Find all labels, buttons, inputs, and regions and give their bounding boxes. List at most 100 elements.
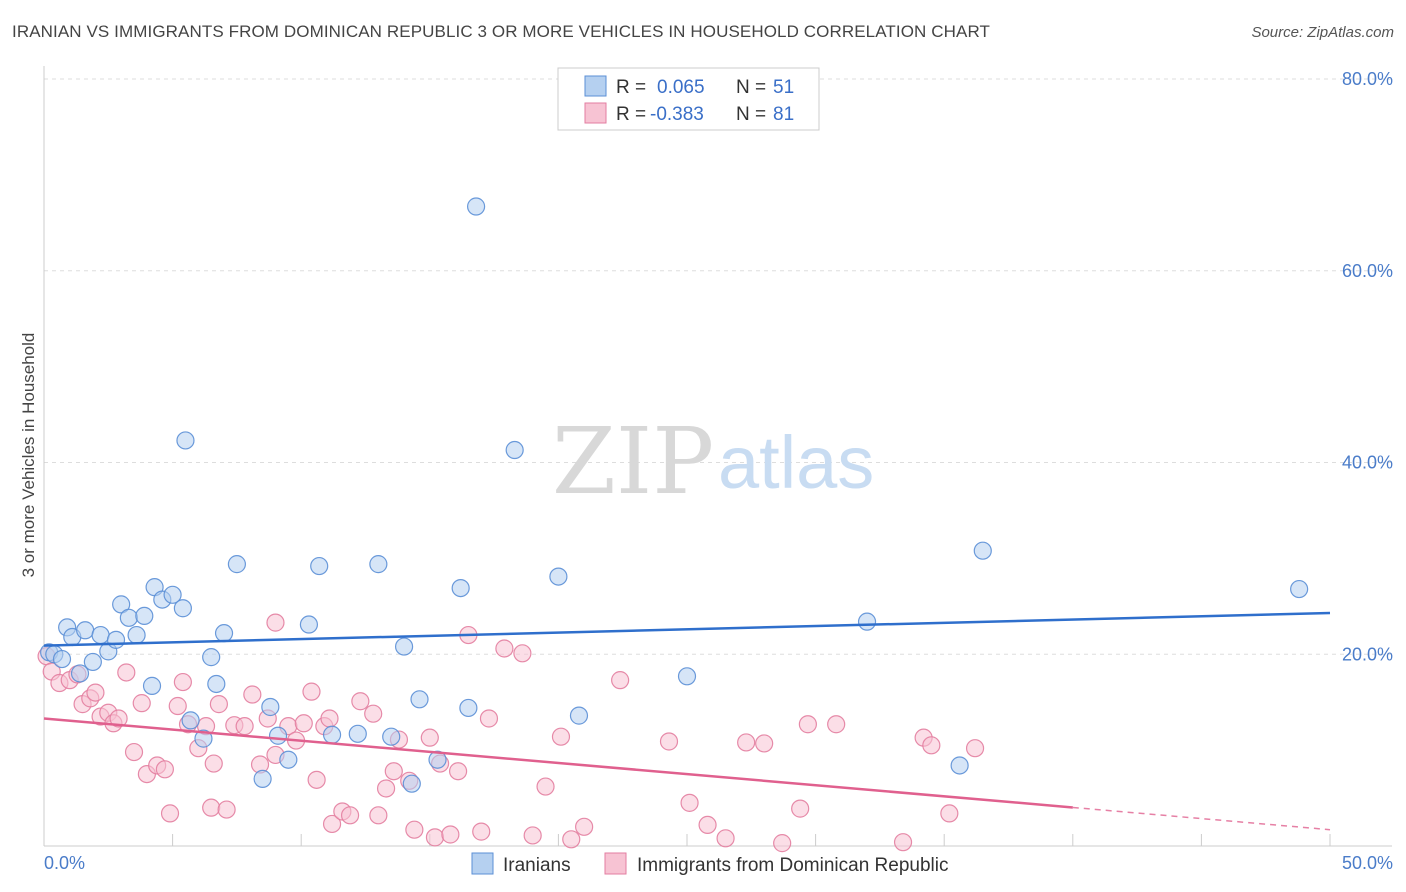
- iranians-point-22: [194, 729, 213, 748]
- iranians-point-38: [402, 774, 421, 793]
- legend-r-value-dominican: -0.383: [650, 104, 704, 125]
- dominican-point-42: [322, 814, 342, 834]
- dominican-point-30: [243, 685, 262, 704]
- dominican-point-78: [827, 715, 846, 734]
- legend-r-label-dominican: R =: [616, 104, 646, 125]
- legend-n-value-dominican: 81: [773, 104, 794, 125]
- watermark: ZIP atlas: [552, 408, 874, 515]
- dominican-point-46: [364, 704, 383, 723]
- dominican-point-79: [893, 833, 913, 852]
- dominican-point-19: [168, 696, 187, 716]
- iranians-point-20: [176, 431, 195, 450]
- iranians-point-36: [382, 727, 401, 746]
- gridlines: [44, 78, 1392, 655]
- dominican-point-56: [441, 825, 460, 844]
- dominican-point-70: [680, 793, 699, 812]
- dominican-point-63: [523, 826, 542, 845]
- x-tick-marks: [172, 834, 1331, 846]
- x-tick-label-max: 50.0%: [1342, 853, 1393, 873]
- iranians-point-2: [52, 649, 72, 669]
- source-label: Source: ZipAtlas.com: [1251, 24, 1394, 41]
- legend-swatch-iranians: [584, 75, 607, 97]
- dominican-point-57: [448, 762, 468, 781]
- dominican-point-77: [798, 715, 817, 734]
- y-tick-labels: 20.0% 40.0% 60.0% 80.0%: [1342, 69, 1393, 664]
- iranians-point-7: [83, 652, 102, 672]
- iranians-point-24: [207, 674, 226, 694]
- dominican-point-68: [611, 671, 630, 690]
- series-dominican-points: [37, 613, 985, 853]
- dominican-point-27: [217, 800, 236, 819]
- y-tick-label-80: 80.0%: [1342, 69, 1393, 89]
- dominican-point-82: [940, 804, 959, 823]
- dominican-point-34: [266, 613, 285, 632]
- dominican-point-25: [204, 754, 223, 773]
- iranians-point-27: [253, 769, 272, 788]
- dominican-point-39: [307, 770, 326, 789]
- iranians-point-23: [202, 648, 221, 667]
- watermark-atlas: atlas: [718, 421, 874, 504]
- trend-line-iranians: [43, 611, 1331, 647]
- bottom-legend: Iranians Immigrants from Dominican Repub…: [471, 852, 949, 876]
- iranians-point-45: [549, 567, 568, 586]
- legend-n-label-iranians: N =: [736, 77, 766, 98]
- iranians-point-49: [950, 756, 969, 775]
- bottom-legend-swatch-iranians: [471, 852, 494, 875]
- legend-box: R = 0.065 N = 51 R = -0.383 N = 81: [557, 67, 820, 131]
- dominican-point-24: [202, 798, 221, 817]
- dominican-point-11: [109, 709, 128, 728]
- bottom-legend-label-iranians: Iranians: [503, 855, 571, 876]
- iranians-point-35: [369, 555, 388, 574]
- series-iranians-points: [40, 197, 1309, 793]
- iranians-point-29: [268, 726, 288, 745]
- iranians-point-26: [227, 555, 246, 574]
- dominican-point-53: [420, 728, 439, 747]
- dominican-point-45: [351, 692, 370, 711]
- dominican-point-48: [376, 779, 396, 798]
- bottom-legend-swatch-dominican: [604, 852, 627, 875]
- dominican-point-20: [173, 672, 192, 692]
- dominican-point-37: [294, 714, 313, 733]
- dominican-point-41: [320, 709, 339, 728]
- dominican-point-12: [117, 663, 136, 682]
- legend-r-label-iranians: R =: [616, 77, 646, 98]
- dominican-point-13: [124, 742, 144, 762]
- trend-line-dominican-extension: [1072, 806, 1331, 831]
- iranians-point-44: [505, 440, 524, 460]
- y-tick-label-40: 40.0%: [1342, 453, 1393, 473]
- watermark-zip: ZIP: [552, 408, 714, 515]
- trend-lines: [43, 611, 1331, 831]
- dominican-point-76: [791, 799, 810, 818]
- iranians-point-19: [173, 599, 192, 618]
- iranians-point-31: [299, 615, 319, 634]
- y-tick-label-60: 60.0%: [1342, 261, 1393, 281]
- dominican-point-64: [536, 777, 555, 796]
- iranians-point-37: [394, 637, 414, 656]
- iranians-point-14: [135, 606, 154, 626]
- iranians-point-41: [451, 578, 470, 598]
- iranians-point-28: [261, 697, 280, 717]
- dominican-point-54: [425, 828, 445, 847]
- iranians-point-30: [279, 750, 298, 769]
- axes: [43, 66, 1392, 847]
- iranians-point-5: [70, 664, 90, 683]
- legend-r-value-iranians: 0.065: [657, 77, 705, 98]
- iranians-point-6: [76, 621, 95, 640]
- dominican-point-38: [302, 682, 321, 701]
- legend-n-value-iranians: 51: [773, 77, 794, 98]
- iranians-point-12: [119, 608, 138, 627]
- dominican-point-69: [659, 732, 679, 751]
- iranians-point-51: [1290, 579, 1309, 599]
- dominican-point-73: [737, 733, 756, 752]
- dominican-point-17: [155, 760, 174, 779]
- dominican-point-66: [562, 830, 581, 849]
- iranians-point-18: [163, 585, 182, 604]
- dominican-point-7: [86, 683, 105, 702]
- iranians-point-15: [142, 676, 162, 695]
- legend-swatch-dominican: [584, 102, 607, 124]
- dominican-point-72: [716, 829, 735, 848]
- iranians-point-11: [112, 595, 131, 614]
- dominican-point-81: [922, 736, 941, 755]
- iranians-point-8: [91, 625, 110, 645]
- dominican-point-44: [340, 806, 360, 825]
